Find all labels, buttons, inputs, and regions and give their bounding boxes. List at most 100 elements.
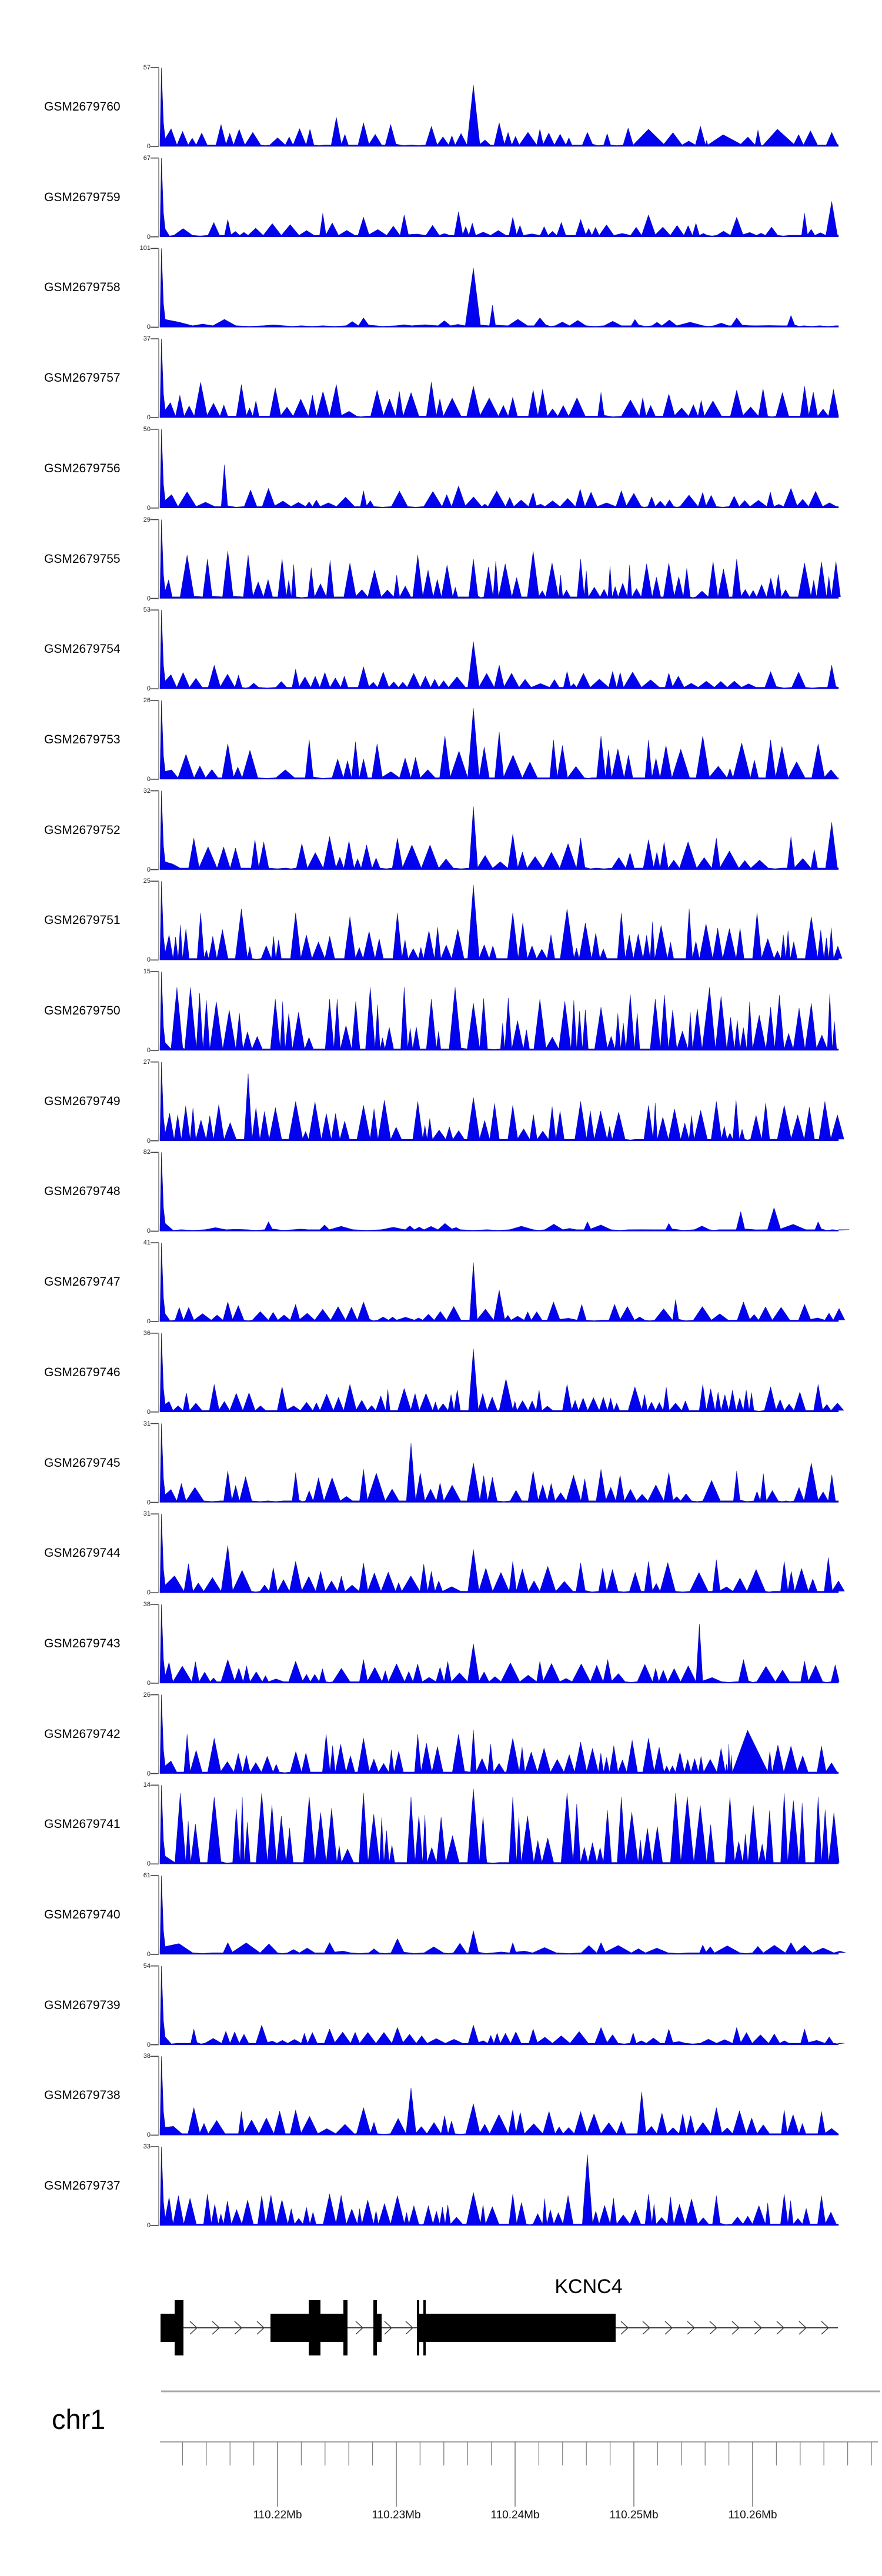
track-zero-label: 0 — [146, 1951, 151, 1958]
track-label: GSM2679755 — [44, 552, 121, 566]
coverage-area — [159, 2147, 839, 2226]
track-label: GSM2679750 — [44, 1004, 121, 1017]
track-label: GSM2679740 — [44, 1908, 121, 1921]
track-label: GSM2679749 — [44, 1094, 121, 1108]
track-ymax-label: 53 — [143, 606, 151, 614]
track-ymax-label: 27 — [143, 1058, 151, 1066]
gene-name-label: KCNC4 — [554, 2275, 623, 2298]
track-zero-label: 0 — [146, 1860, 151, 1868]
axis-tick-label: 110.22Mb — [253, 2509, 302, 2521]
track-ymax-label: 38 — [143, 1600, 151, 1608]
track-zero-label: 0 — [146, 1227, 151, 1235]
track-label: GSM2679752 — [44, 823, 121, 837]
coverage-area — [159, 1604, 840, 1684]
axis-tick-label: 110.26Mb — [728, 2509, 777, 2521]
track-zero-label: 0 — [146, 1137, 151, 1144]
track-ymax-label: 26 — [143, 696, 151, 704]
coverage-area — [159, 1243, 846, 1322]
track-ymax-label: 36 — [143, 1329, 151, 1337]
track-label: GSM2679739 — [44, 1998, 121, 2012]
track-zero-label: 0 — [146, 956, 151, 964]
strand-arrow-icon — [384, 2321, 393, 2335]
track-label: GSM2679751 — [44, 913, 121, 927]
coverage-area — [159, 1966, 845, 2045]
track-zero-label: 0 — [146, 1408, 151, 1416]
track-label: GSM2679753 — [44, 732, 121, 746]
coverage-area — [159, 1062, 844, 1141]
track-zero-label: 0 — [146, 1770, 151, 1777]
track-ymax-label: 41 — [143, 1239, 151, 1247]
track-label: GSM2679745 — [44, 1456, 121, 1470]
track-zero-label: 0 — [146, 866, 151, 873]
axis-tick-label: 110.25Mb — [609, 2509, 659, 2521]
track-label: GSM2679746 — [44, 1365, 121, 1379]
track-ymax-label: 67 — [143, 154, 151, 162]
track-zero-label: 0 — [146, 2222, 151, 2230]
coverage-area — [159, 2056, 839, 2135]
strand-arrow-icon — [212, 2321, 220, 2335]
track-label: GSM2679760 — [44, 100, 121, 114]
strand-arrow-icon — [821, 2321, 830, 2335]
track-ymax-label: 14 — [143, 1781, 151, 1789]
track-zero-label: 0 — [146, 143, 151, 150]
track-ymax-label: 61 — [143, 1872, 151, 1879]
track-ymax-label: 54 — [143, 1962, 151, 1970]
track-zero-label: 0 — [146, 1047, 151, 1054]
coverage-area — [159, 1514, 845, 1593]
axis-tick-label: 110.24Mb — [490, 2509, 540, 2521]
strand-arrow-icon — [687, 2321, 696, 2335]
track-ymax-label: 25 — [143, 877, 151, 885]
track-label: GSM2679748 — [44, 1184, 121, 1199]
track-ymax-label: 31 — [143, 1510, 151, 1518]
track-zero-label: 0 — [146, 323, 151, 331]
coverage-area — [159, 429, 839, 508]
track-zero-label: 0 — [146, 2041, 151, 2048]
coverage-area — [159, 1785, 840, 1864]
track-label: GSM2679742 — [44, 1727, 121, 1741]
coverage-area — [159, 339, 839, 418]
track-label: GSM2679759 — [44, 190, 121, 204]
track-zero-label: 0 — [146, 1679, 151, 1687]
track-label: GSM2679744 — [44, 1546, 121, 1560]
strand-arrow-icon — [776, 2321, 785, 2335]
coverage-area — [159, 1423, 839, 1503]
coverage-area — [159, 158, 839, 237]
track-zero-label: 0 — [146, 2131, 151, 2139]
track-ymax-label: 26 — [143, 1691, 151, 1699]
track-ymax-label: 31 — [143, 1420, 151, 1427]
gene-cds-exon — [309, 2300, 320, 2355]
track-label: GSM2679756 — [44, 461, 121, 475]
track-zero-label: 0 — [146, 504, 151, 512]
track-label: GSM2679738 — [44, 2088, 121, 2103]
strand-arrow-icon — [620, 2321, 629, 2335]
coverage-area — [159, 1152, 850, 1232]
track-label: GSM2679747 — [44, 1275, 121, 1289]
gene-utr-exon — [161, 2314, 175, 2342]
strand-arrow-icon — [642, 2321, 651, 2335]
coverage-area — [159, 248, 839, 328]
track-label: GSM2679757 — [44, 371, 121, 385]
coverage-area — [159, 1694, 839, 1774]
track-ymax-label: 15 — [143, 968, 151, 975]
track-label: GSM2679741 — [44, 1817, 121, 1831]
gene-cds-exon — [373, 2300, 377, 2355]
track-ymax-label: 32 — [143, 787, 151, 795]
strand-arrow-icon — [754, 2321, 763, 2335]
track-label: GSM2679743 — [44, 1636, 121, 1650]
gene-cds-exon — [343, 2300, 348, 2355]
track-ymax-label: 37 — [143, 335, 151, 343]
gene-cds-exon — [175, 2300, 183, 2355]
track-zero-label: 0 — [146, 414, 151, 422]
gene-cds-exon — [423, 2300, 426, 2355]
strand-arrow-icon — [709, 2321, 718, 2335]
track-ymax-label: 33 — [143, 2143, 151, 2151]
coverage-area — [159, 1333, 844, 1412]
strand-arrow-icon — [234, 2321, 243, 2335]
track-zero-label: 0 — [146, 1589, 151, 1597]
track-ymax-label: 101 — [139, 245, 151, 252]
coverage-area — [159, 610, 839, 689]
coverage-area — [159, 971, 839, 1051]
gene-utr-exon — [419, 2314, 616, 2342]
coverage-area — [159, 700, 839, 780]
